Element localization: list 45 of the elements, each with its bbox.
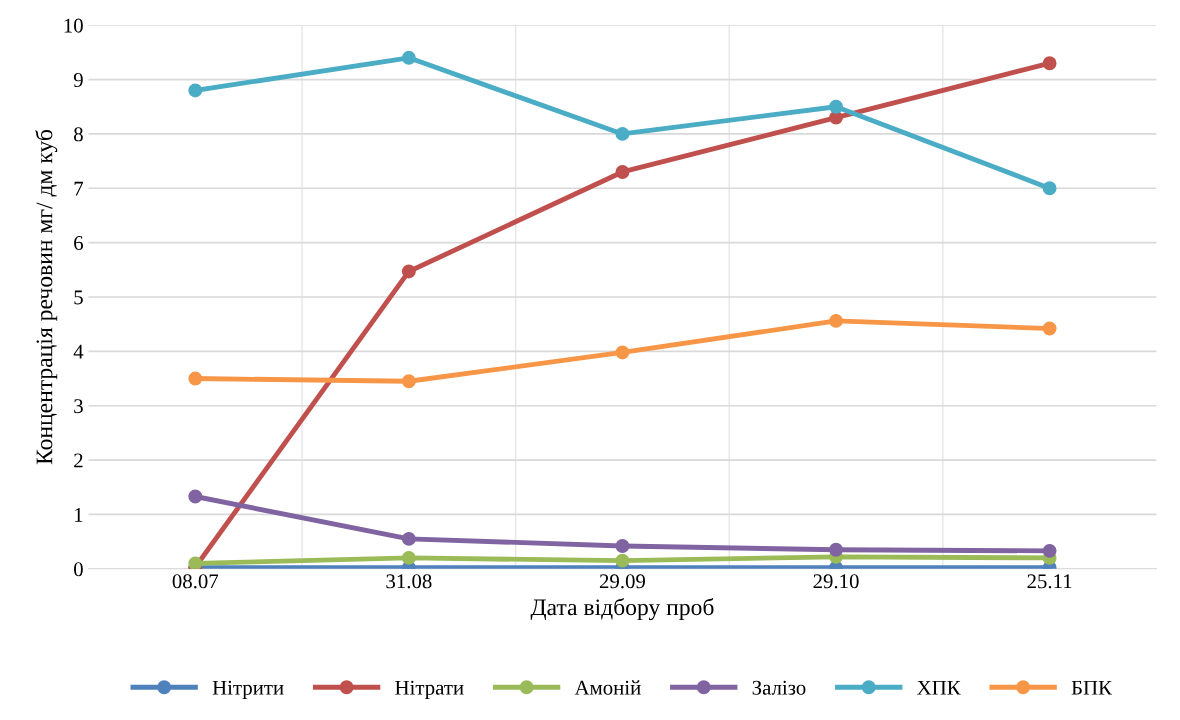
legend-label: Нітрати — [395, 680, 464, 699]
point — [401, 264, 416, 279]
y-tick-label: 9 — [73, 72, 83, 87]
point — [188, 556, 203, 569]
point — [1042, 321, 1057, 336]
point — [401, 531, 416, 546]
point — [615, 553, 630, 568]
y-tick-label: 3 — [74, 399, 83, 414]
y-tick-label: 1 — [75, 507, 83, 522]
y-tick-label: 4 — [73, 344, 84, 359]
point — [401, 550, 416, 565]
x-tick-label: 29.09 — [599, 574, 646, 589]
y-tick-label: 8 — [74, 127, 83, 142]
point — [615, 165, 630, 179]
y-tick-label: 0 — [74, 562, 83, 577]
point — [188, 371, 203, 386]
x-tick-label: 29.10 — [813, 574, 859, 589]
legend-label: Залізо — [752, 680, 806, 695]
x-tick-label: 25.11 — [1027, 574, 1072, 589]
point — [1042, 56, 1057, 71]
y-axis-title: Концентрація речовин мг/ дм куб — [35, 129, 58, 465]
y-tick-label: 10 — [64, 18, 83, 33]
point — [401, 50, 416, 65]
point — [615, 126, 630, 141]
point — [188, 83, 203, 98]
legend-label: Амоній — [574, 680, 641, 695]
y-tick-label: 6 — [74, 236, 84, 251]
legend-label: Нітрити — [212, 680, 284, 699]
point — [188, 489, 203, 504]
point — [829, 99, 843, 114]
x-tick-label: 31.08 — [386, 574, 432, 589]
legend-label: БПК — [1071, 680, 1113, 695]
point — [829, 542, 843, 557]
point — [1042, 181, 1057, 196]
point — [615, 539, 630, 553]
y-tick-label: 2 — [74, 453, 83, 468]
legend-label: ХПК — [917, 680, 961, 695]
point — [615, 345, 630, 360]
x-axis-title: Дата відбору проб — [530, 598, 714, 621]
point — [401, 374, 416, 389]
point — [1042, 543, 1057, 558]
y-tick-label: 5 — [74, 290, 83, 305]
point — [829, 313, 843, 328]
x-tick-label: 08.07 — [172, 574, 219, 589]
y-tick-label: 7 — [74, 181, 84, 196]
